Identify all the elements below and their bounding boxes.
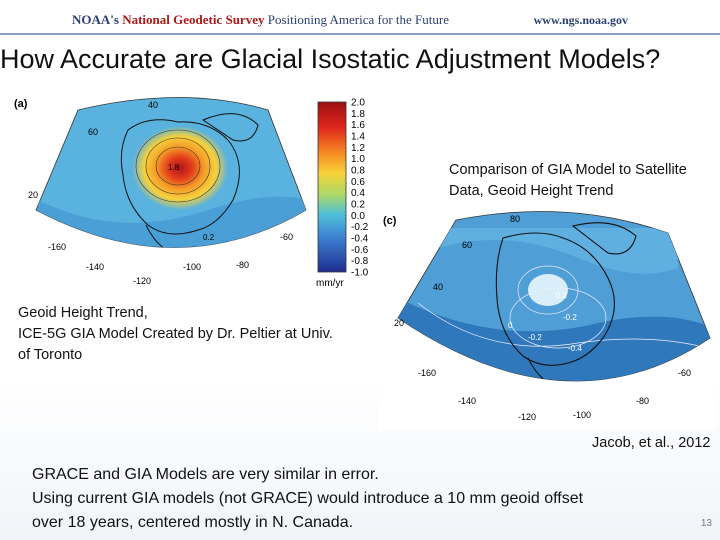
right-figure-caption: Comparison of GIA Model to Satellite Dat… xyxy=(449,160,719,202)
figure-a-lat-20: 20 xyxy=(28,190,38,200)
figure-a-gia-model: (a) 60 40 20 -160 -140 -120 -100 -80 -60… xyxy=(8,90,386,300)
colorbar-tick-label: -0.6 xyxy=(351,245,369,256)
header-rule xyxy=(0,33,720,35)
ngs-label: National Geodetic Survey xyxy=(122,12,265,27)
bullet-text: GRACE and GIA Models are very similar in… xyxy=(32,463,692,535)
figure-c-panel-label: (c) xyxy=(383,215,397,227)
figure-c-lon-80: -80 xyxy=(636,396,649,406)
figure-a-lon-120: -120 xyxy=(133,276,151,286)
bullet-line: Using current GIA models (not GRACE) wou… xyxy=(32,490,584,507)
slide-title: How Accurate are Glacial Isostatic Adjus… xyxy=(0,44,661,74)
colorbar-tick-label: 0.0 xyxy=(351,211,365,222)
colorbar-tick-label: 1.4 xyxy=(351,132,365,143)
figure-c-contour-label: 0.2 xyxy=(556,291,568,300)
colorbar-tick-label: 0.8 xyxy=(351,166,365,177)
figure-c-contour-label: -0.2 xyxy=(528,333,542,342)
figure-c-lat-20: 20 xyxy=(394,318,404,328)
colorbar-tick-label: -1.0 xyxy=(351,268,369,279)
figure-c-lat-40: 40 xyxy=(433,282,443,292)
caption-line: Geoid Height Trend, xyxy=(18,305,148,321)
colorbar-tick-label: 2.0 xyxy=(351,98,365,109)
caption-line: Comparison of GIA Model to Satellite xyxy=(449,162,687,178)
header-banner: NOAA's National Geodetic Survey Position… xyxy=(0,0,720,38)
colorbar-tick-label: 1.2 xyxy=(351,143,365,154)
figure-c-comparison: (c) 80 60 40 20 -160 -140 -120 -100 -80 … xyxy=(378,208,716,430)
figure-c-lon-160: -160 xyxy=(418,368,436,378)
figure-a-lon-80: -80 xyxy=(236,260,249,270)
figure-c-lon-100: -100 xyxy=(573,410,591,420)
colorbar-tick-label: -0.8 xyxy=(351,256,369,267)
page-number: 13 xyxy=(700,518,712,529)
colorbar-tick-label: -0.4 xyxy=(351,234,369,245)
colorbar-tick-label: 1.8 xyxy=(351,109,365,120)
figure-a-contour-label: 0.2 xyxy=(203,233,215,242)
figure-a-lon-140: -140 xyxy=(86,262,104,272)
colorbar-tick-label: 0.4 xyxy=(351,188,365,199)
figure-c-contour-label: 0 xyxy=(508,321,513,330)
figure-c-lon-140: -140 xyxy=(458,396,476,406)
caption-line: ICE-5G GIA Model Created by Dr. Peltier … xyxy=(18,326,333,342)
figure-a-lat-40: 40 xyxy=(148,100,158,110)
left-figure-caption: Geoid Height Trend, ICE-5G GIA Model Cre… xyxy=(18,303,398,366)
figure-c-lon-120: -120 xyxy=(518,412,536,422)
colorbar-tick-label: 0.2 xyxy=(351,200,365,211)
noaa-label: NOAA's xyxy=(72,12,119,27)
bullet-line: over 18 years, centered mostly in N. Can… xyxy=(32,514,354,531)
colorbar-tick-label: 1.0 xyxy=(351,154,365,165)
figure-a-colorbar-ticks: 2.01.81.61.41.21.00.80.60.40.20.0-0.2-0.… xyxy=(351,98,369,279)
ngs-banner-text: NOAA's National Geodetic Survey Position… xyxy=(72,12,449,28)
figure-a-map: (a) 60 40 20 -160 -140 -120 -100 -80 -60… xyxy=(8,90,386,300)
figure-a-colorbar xyxy=(317,101,347,273)
figure-a-panel-label: (a) xyxy=(14,98,28,110)
colorbar-tick-label: 0.6 xyxy=(351,177,365,188)
figure-c-contour-label: -0.4 xyxy=(568,344,582,353)
citation: Jacob, et al., 2012 xyxy=(592,435,711,451)
colorbar-tick-label: 1.6 xyxy=(351,120,365,131)
caption-line: of Toronto xyxy=(18,347,83,363)
bullet-line: GRACE and GIA Models are very similar in… xyxy=(32,466,379,483)
figure-c-map: (c) 80 60 40 20 -160 -140 -120 -100 -80 … xyxy=(378,208,716,430)
figure-c-lon-60: -60 xyxy=(678,368,691,378)
figure-a-lon-100: -100 xyxy=(183,262,201,272)
website-url[interactable]: www.ngs.noaa.gov xyxy=(533,13,628,27)
figure-a-lon-160: -160 xyxy=(48,242,66,252)
colorbar-tick-label: -0.2 xyxy=(351,222,369,233)
caption-line: Data, Geoid Height Trend xyxy=(449,183,614,199)
figure-c-lat-60: 60 xyxy=(462,240,472,250)
figure-c-lat-80: 80 xyxy=(510,214,520,224)
figure-a-lon-60: -60 xyxy=(280,232,293,242)
figure-a-contour-label: 1.8 xyxy=(168,163,180,172)
tagline: Positioning America for the Future xyxy=(267,12,449,27)
figure-c-contour-label: -0.2 xyxy=(563,313,577,322)
figure-a-colorbar-unit: mm/yr xyxy=(316,278,344,289)
figure-a-lat-60: 60 xyxy=(88,127,98,137)
